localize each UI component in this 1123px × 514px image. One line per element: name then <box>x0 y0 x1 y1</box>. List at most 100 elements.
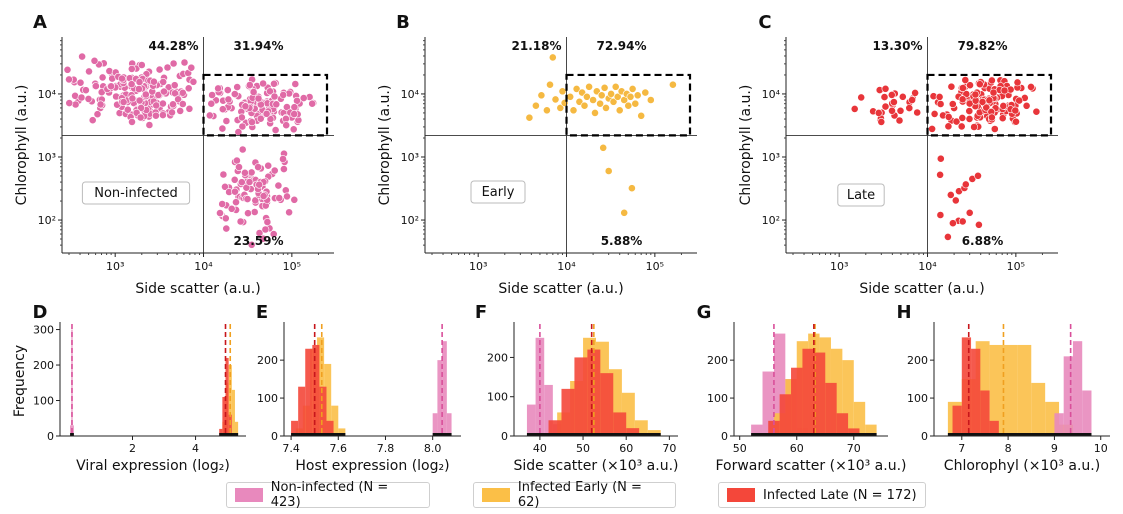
gate-box <box>202 73 329 137</box>
scatter-point <box>935 93 944 101</box>
scatter-point <box>279 165 288 173</box>
legend-noninfected: Non-infected (N = 423) <box>226 480 430 510</box>
scatter-point <box>174 95 182 104</box>
scatter-point <box>85 67 93 76</box>
hist-bar-noninfected <box>1054 413 1064 436</box>
x-tick-label: 50 <box>733 442 747 455</box>
quadrant-pct-top-left: 21.18% <box>512 39 562 53</box>
hist-bar-late <box>222 396 226 436</box>
scatter-point <box>936 170 944 179</box>
panel-letter-C: C <box>758 12 771 33</box>
legend-label-early: Infected Early (N = 62) <box>517 480 642 510</box>
scatter-point <box>548 53 557 62</box>
x-tick-label: 10 <box>1094 442 1108 455</box>
scatter-point <box>975 80 984 89</box>
group-label-box <box>81 181 191 205</box>
panel-letter-B: B <box>396 12 410 33</box>
rug-late <box>219 433 232 436</box>
x-axis-label: Host expression (log₂) <box>295 458 449 474</box>
scatter-point <box>975 220 983 229</box>
scatter-point <box>1022 101 1031 110</box>
hist-bar-late <box>813 352 826 436</box>
x-tick-label: 10⁴ <box>194 260 213 273</box>
scatter-point <box>254 94 263 103</box>
scatter-point <box>556 104 565 112</box>
scatter-point <box>78 52 86 61</box>
scatter-point <box>566 92 575 101</box>
quadrant-pct-top-right: 79.82% <box>958 39 1008 53</box>
panel-letter-D: D <box>33 302 48 323</box>
scatter-point <box>180 58 189 67</box>
hist-bar-late <box>305 348 313 436</box>
y-tick-label: 200 <box>907 354 928 367</box>
scatter-point <box>222 224 231 233</box>
scatter-point <box>224 95 233 104</box>
scatter-point <box>238 122 247 131</box>
scatter-point <box>525 113 534 122</box>
hist-bar-late <box>825 382 837 436</box>
x-tick-label: 7.4 <box>282 442 300 455</box>
scatter-point <box>669 80 677 89</box>
scatter-point <box>959 84 967 92</box>
scatter-point <box>241 102 250 111</box>
panel-E: E 7.4 7.6 7.8 8.0 0 100 200 Host expression (log… <box>256 302 461 474</box>
scatter-point <box>275 194 284 202</box>
scatter-point <box>230 90 239 98</box>
scatter-point <box>961 180 970 189</box>
scatter-point <box>881 84 890 93</box>
x-tick-label: 50 <box>576 442 590 455</box>
scatter-point <box>152 101 161 110</box>
rug-noninfected <box>70 433 74 436</box>
scatter-point <box>908 96 916 104</box>
hist-bar-late <box>952 405 962 436</box>
legend-label-noninfected: Non-infected (N = 423) <box>270 480 389 510</box>
panel-C: C 10³ 10⁴ 10⁵ 10² 10³ 10⁴ Side scatter (a.u.) Ch… <box>738 12 1058 297</box>
y-tick-label: 10² <box>38 214 56 227</box>
scatter-point <box>877 118 886 126</box>
scatter-point <box>185 104 194 113</box>
scatter-point <box>290 195 299 204</box>
scatter-point <box>965 107 974 115</box>
scatter-point <box>250 208 259 216</box>
scatter-point <box>589 96 597 104</box>
group-label: Non-infected <box>94 186 178 201</box>
scatter-point <box>965 208 974 217</box>
scatter-point <box>1032 107 1041 116</box>
scatter-point <box>262 109 271 118</box>
scatter-point <box>988 113 996 122</box>
scatter-point <box>118 74 126 83</box>
scatter-point <box>874 109 883 117</box>
panel-G: G 50 60 70 0 100 200 Forward scatter (×10³ a.u.… <box>697 302 907 474</box>
scatter-point <box>289 125 298 134</box>
hist-bar-late <box>298 386 306 436</box>
scatter-point <box>90 56 99 65</box>
scatter-point <box>84 95 93 103</box>
scatter-point <box>135 78 144 86</box>
scatter-point <box>245 178 254 186</box>
scatter-point <box>233 83 242 91</box>
hist-bar-noninfected <box>773 333 786 436</box>
scatter-point <box>1012 117 1020 126</box>
scatter-point <box>71 100 80 109</box>
scatter-point <box>602 104 610 112</box>
y-tick-label: 10³ <box>762 151 780 164</box>
scatter-point <box>537 91 546 100</box>
hist-bar-early <box>989 344 1004 436</box>
scatter-point <box>232 198 240 207</box>
hist-bar-early <box>331 405 339 436</box>
y-axis-label: Chlorophyll (a.u.) <box>14 85 30 206</box>
y-tick-label: 200 <box>707 354 728 367</box>
scatter-point <box>159 78 168 86</box>
y-tick-label: 0 <box>721 430 728 443</box>
y-tick-label: 100 <box>907 392 928 405</box>
scatter-point <box>572 85 581 93</box>
y-tick-label: 0 <box>921 430 928 443</box>
scatter-point <box>127 65 136 73</box>
x-tick-label: 10³ <box>106 260 124 273</box>
scatter-point <box>620 208 629 217</box>
scatter-point <box>231 187 239 196</box>
scatter-point <box>65 99 74 107</box>
scatter-point <box>63 65 72 74</box>
scatter-point <box>282 121 291 130</box>
scatter-point <box>274 181 283 190</box>
